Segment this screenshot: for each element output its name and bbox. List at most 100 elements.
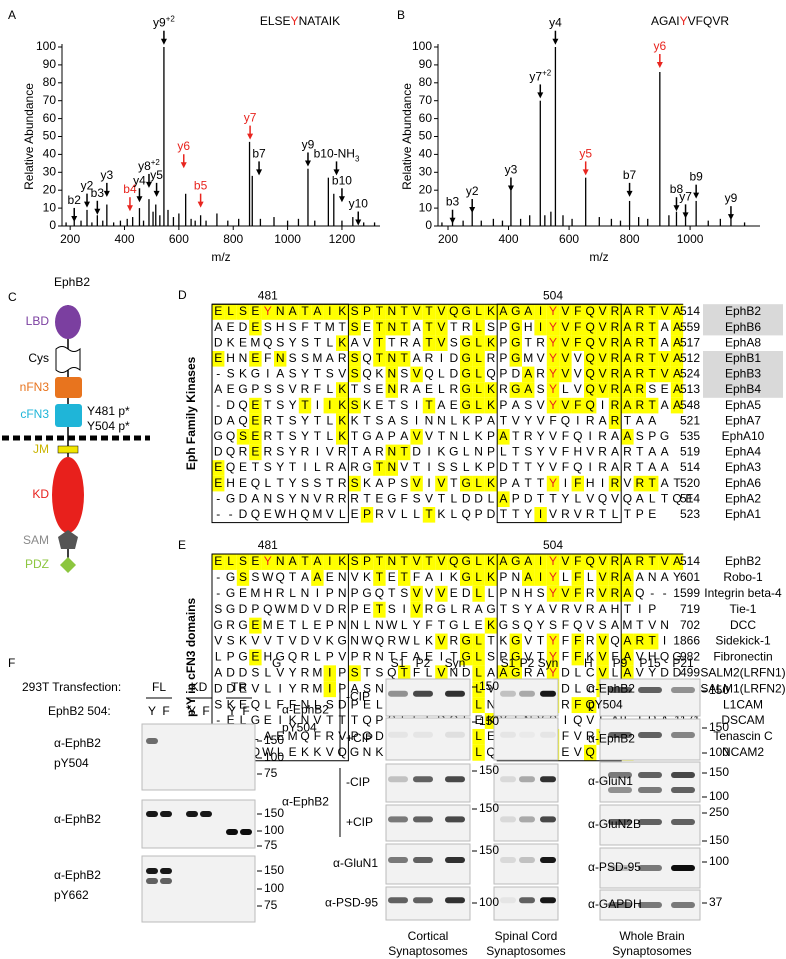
identity-highlight (298, 304, 312, 320)
residue: R (586, 507, 595, 521)
identity-highlight (472, 554, 485, 570)
residue: F (574, 634, 581, 648)
residue: T (401, 320, 409, 334)
identity-highlight (584, 697, 597, 714)
residue: G (226, 491, 235, 505)
annotation-arrowhead (727, 214, 734, 221)
residue: A (413, 351, 421, 365)
residue: S (289, 367, 297, 381)
annotation-text: y5 (150, 168, 163, 182)
residue: - (229, 507, 233, 521)
identity-highlight (435, 554, 448, 570)
residue: V (561, 335, 569, 349)
identity-highlight (670, 351, 684, 367)
marker-label: 100 (264, 750, 284, 764)
residue: T (363, 665, 371, 679)
blot (141, 799, 256, 849)
residue: F (549, 413, 556, 427)
residue: F (611, 650, 618, 664)
residue: L (574, 665, 581, 679)
residue: A (623, 335, 631, 349)
band (671, 865, 695, 871)
residue: G (238, 618, 247, 632)
residue: N (301, 586, 310, 600)
peptide-mod: Y (291, 14, 299, 28)
residue: I (328, 665, 331, 679)
identity-highlight (534, 554, 547, 570)
band (519, 857, 535, 863)
residue-number: 535 (680, 429, 700, 443)
residue: K (437, 445, 445, 459)
residue: G (462, 398, 471, 412)
identity-highlight (509, 319, 522, 336)
band (540, 897, 556, 904)
residue: T (636, 618, 644, 632)
residue: Y (289, 476, 297, 490)
identity-highlight (249, 319, 262, 336)
residue: V (413, 554, 421, 568)
residue: A (537, 602, 545, 616)
identity-highlight (472, 649, 485, 666)
residue: N (437, 413, 446, 427)
identity-highlight (621, 351, 634, 367)
band (638, 772, 662, 778)
identity-highlight (261, 304, 274, 320)
residue: N (487, 697, 496, 711)
residue: L (376, 697, 383, 711)
residue: V (214, 634, 222, 648)
residue: A (487, 665, 495, 679)
residue: G (462, 650, 471, 664)
residue: A (363, 445, 371, 459)
residue: L (475, 367, 482, 381)
peak-annotation: y6 (653, 39, 666, 53)
residue: Y (289, 681, 297, 695)
residue: P (338, 665, 346, 679)
residue: A (524, 382, 532, 396)
identity-highlight (633, 382, 646, 398)
residue: L (413, 634, 420, 648)
residue: T (289, 460, 297, 474)
residue: V (413, 602, 421, 616)
residue: V (661, 367, 669, 381)
marker-label: 150 (479, 714, 499, 728)
residue: R (449, 382, 458, 396)
band (540, 776, 556, 783)
domain-label: KD (32, 487, 49, 501)
residue: R (301, 382, 310, 396)
residue: G (511, 634, 520, 648)
residue: I (427, 476, 430, 490)
residue: G (462, 476, 471, 490)
identity-highlight (447, 304, 460, 320)
identity-highlight (596, 554, 609, 570)
residue: K (227, 335, 235, 349)
annotation-subscript: 3 (355, 154, 360, 163)
residue: F (562, 650, 569, 664)
residue: E (487, 729, 495, 743)
residue: - (216, 713, 220, 727)
residue: Q (238, 398, 247, 412)
residue: A (351, 335, 359, 349)
residue: E (251, 445, 259, 459)
annotation-text: b7 (623, 168, 637, 182)
residue: V (599, 335, 607, 349)
residue: V (437, 304, 445, 318)
annotation-superscript: +2 (151, 158, 161, 167)
residue: S (289, 351, 297, 365)
y-tick-label: 90 (43, 57, 57, 71)
residue: T (376, 570, 384, 584)
identity-highlight (472, 397, 485, 414)
residue: K (475, 429, 483, 443)
residue: G (449, 445, 458, 459)
residue: S (524, 445, 532, 459)
residue-number: 513 (680, 382, 700, 396)
residue: N (387, 304, 396, 318)
identity-highlight (509, 665, 522, 682)
residue: E (425, 382, 433, 396)
identity-highlight (298, 397, 312, 414)
band (671, 687, 695, 693)
residue: R (635, 335, 644, 349)
residue: G (362, 729, 371, 743)
identity-highlight (422, 554, 436, 570)
identity-highlight (497, 304, 510, 320)
identity-highlight (509, 554, 522, 570)
